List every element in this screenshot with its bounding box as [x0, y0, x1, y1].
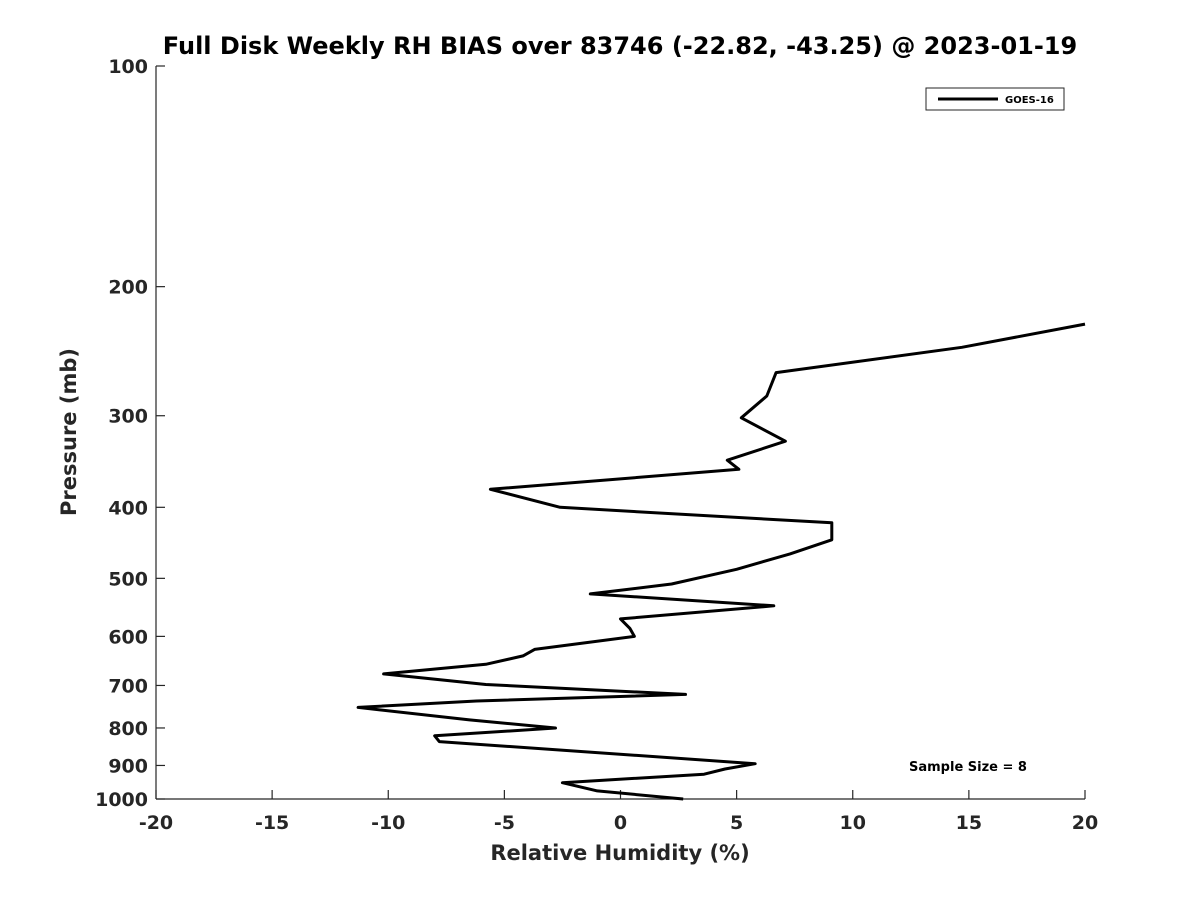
y-tick-label: 200	[108, 277, 148, 299]
x-tick-label: -15	[255, 812, 289, 834]
x-ticks: -20 -15 -10 -5 0 5 10 15 20	[139, 790, 1098, 834]
y-axis-label: Pressure (mb)	[57, 348, 81, 516]
legend: GOES-16	[925, 87, 1065, 111]
legend-label-goes-16: GOES-16	[1005, 95, 1054, 106]
y-tick-label: 400	[108, 497, 148, 519]
series-layer	[356, 322, 1086, 801]
chart-title: Full Disk Weekly RH BIAS over 83746 (-22…	[163, 32, 1077, 60]
x-tick-label: 20	[1072, 812, 1098, 834]
y-tick-label: 600	[108, 626, 148, 648]
y-ticks: 100 200 300 400 500 600 700 800 900 1000	[95, 56, 165, 811]
y-tick-label: 900	[108, 755, 148, 777]
y-tick-label: 700	[108, 675, 148, 697]
x-tick-label: -5	[494, 812, 515, 834]
x-axis-label: Relative Humidity (%)	[490, 841, 749, 865]
x-tick-label: 0	[614, 812, 627, 834]
series-line-goes-16	[356, 322, 1086, 801]
y-tick-label: 1000	[95, 789, 148, 811]
x-tick-label: -20	[139, 812, 173, 834]
y-tick-label: 100	[108, 56, 148, 78]
y-tick-label: 800	[108, 718, 148, 740]
sample-size-annotation: Sample Size = 8	[909, 760, 1027, 775]
x-tick-label: -10	[371, 812, 405, 834]
y-tick-label: 300	[108, 406, 148, 428]
x-tick-label: 10	[840, 812, 866, 834]
x-tick-label: 15	[956, 812, 982, 834]
x-tick-label: 5	[730, 812, 743, 834]
y-tick-label: 500	[108, 568, 148, 590]
